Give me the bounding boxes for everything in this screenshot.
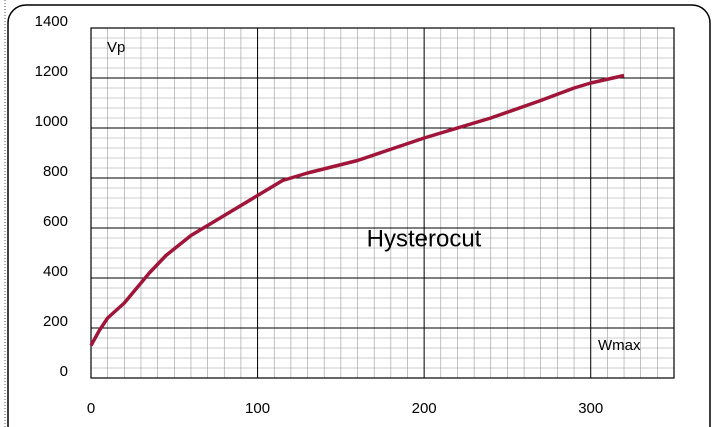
- y-tick-label: 200: [43, 313, 68, 330]
- y-tick-label: 0: [60, 363, 68, 380]
- frame: [7, 4, 711, 427]
- y-tick-label: 1400: [35, 13, 68, 30]
- x-tick-label: 200: [412, 400, 437, 417]
- y-axis-label: Vp: [107, 39, 125, 56]
- x-tick-label: 0: [87, 400, 95, 417]
- x-axis-label: Wmax: [598, 337, 641, 354]
- plot-border: [90, 27, 675, 379]
- y-tick-label: 600: [43, 213, 68, 230]
- data-line: [89, 73, 625, 347]
- y-tick-label: 400: [43, 263, 68, 280]
- annotation: Hysterocut: [367, 225, 482, 252]
- y-tick-label: 800: [43, 163, 68, 180]
- y-tick-label: 1000: [35, 113, 68, 130]
- x-tick-label: 100: [245, 400, 270, 417]
- grid: [90, 27, 675, 379]
- x-tick-label: 300: [578, 400, 603, 417]
- y-tick-label: 1200: [35, 63, 68, 80]
